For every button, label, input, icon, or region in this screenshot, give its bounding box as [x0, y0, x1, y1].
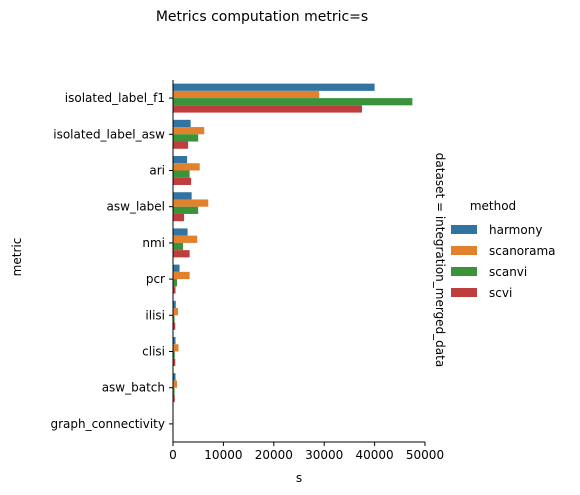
- y-axis-label: metric: [10, 238, 24, 277]
- x-axis-label: s: [296, 471, 302, 485]
- bar-scanorama-asw_batch: [173, 380, 178, 388]
- y-tick-label: asw_batch: [102, 381, 165, 395]
- legend-label-scvi: scvi: [489, 286, 512, 300]
- legend-label-scanvi: scanvi: [489, 265, 527, 279]
- bar-scanorama-asw_label: [173, 199, 209, 207]
- bar-harmony-asw_label: [173, 192, 192, 200]
- bar-scanvi-ari: [173, 170, 190, 178]
- x-tick-label: 30000: [305, 448, 343, 462]
- plot-area: [172, 80, 425, 443]
- legend-swatch-scvi: [451, 288, 477, 297]
- bar-scanorama-nmi: [173, 235, 198, 243]
- bar-scvi-pcr: [173, 286, 176, 294]
- bar-harmony-pcr: [173, 264, 180, 272]
- bar-scvi-clisi: [173, 358, 176, 366]
- x-tick-label: 0: [169, 448, 177, 462]
- y-tick-label: ilisi: [145, 308, 165, 322]
- bar-scanvi-asw_batch: [173, 387, 175, 395]
- x-tick-label: 50000: [406, 448, 444, 462]
- bar-scanvi-pcr: [173, 279, 178, 287]
- bar-scanvi-asw_label: [173, 206, 199, 214]
- bar-scanorama-isolated_label_asw: [173, 127, 205, 135]
- legend-title: method: [470, 199, 516, 213]
- bar-harmony-ilisi: [173, 300, 176, 309]
- bar-scanvi-isolated_label_f1: [173, 98, 413, 106]
- bar-harmony-nmi: [173, 228, 188, 236]
- bar-scanvi-nmi: [173, 242, 184, 251]
- legend-label-scanorama: scanorama: [489, 244, 555, 258]
- facet-label: dataset = integration_merged_data: [433, 153, 447, 367]
- y-tick-label: asw_label: [107, 200, 165, 214]
- chart-title: Metrics computation metric=s: [156, 9, 368, 25]
- bar-scanvi-ilisi: [173, 315, 175, 323]
- bar-scanorama-ilisi: [173, 308, 179, 316]
- bar-scvi-ilisi: [173, 322, 176, 330]
- bar-scanorama-clisi: [173, 344, 179, 352]
- bar-scvi-ari: [173, 177, 192, 185]
- bar-scvi-isolated_label_f1: [173, 105, 362, 113]
- bar-scanorama-isolated_label_f1: [173, 90, 320, 99]
- bar-scvi-isolated_label_asw: [173, 141, 189, 149]
- legend-label-harmony: harmony: [489, 223, 542, 237]
- bar-scanvi-clisi: [173, 351, 175, 359]
- bar-scanorama-pcr: [173, 271, 190, 280]
- legend: method harmony scanorama scanvi scvi: [451, 199, 555, 300]
- legend-swatch-harmony: [451, 225, 477, 234]
- y-tick-label: isolated_label_f1: [65, 91, 165, 105]
- bar-harmony-isolated_label_asw: [173, 119, 191, 128]
- x-tick-label: 10000: [204, 448, 242, 462]
- bar-harmony-clisi: [173, 337, 176, 345]
- y-tick-label: isolated_label_asw: [53, 127, 165, 141]
- x-tick-label: 40000: [356, 448, 394, 462]
- legend-swatch-scanorama: [451, 246, 477, 255]
- x-tick-label: 20000: [255, 448, 293, 462]
- y-tick-label: clisi: [142, 345, 165, 359]
- bar-scvi-asw_batch: [173, 394, 175, 403]
- bar-scanorama-ari: [173, 163, 200, 171]
- y-tick-label: ari: [149, 164, 165, 178]
- y-tick-label: pcr: [146, 272, 165, 286]
- y-tick-label: nmi: [142, 236, 165, 250]
- bar-harmony-isolated_label_f1: [173, 83, 375, 91]
- bar-scvi-nmi: [173, 250, 190, 258]
- legend-swatch-scanvi: [451, 267, 477, 276]
- bar-harmony-ari: [173, 156, 188, 164]
- y-tick-label: graph_connectivity: [50, 417, 165, 431]
- bar-scvi-asw_label: [173, 213, 185, 222]
- bar-harmony-asw_batch: [173, 373, 176, 381]
- bar-scanvi-isolated_label_asw: [173, 134, 199, 142]
